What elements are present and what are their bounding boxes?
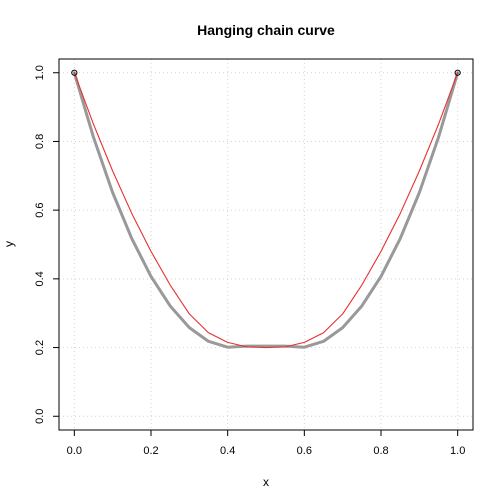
y-tick-label: 0.6 [34,202,46,217]
plot-frame [58,58,474,431]
y-tick-label: 0.2 [34,340,46,355]
y-tick-label: 0.8 [34,134,46,149]
axes-layer: 0.0 0.2 0.4 0.6 0.8 1.0 0.0 0.2 0.4 0.6 0.8 1.0 [34,65,465,457]
y-tick-label: 0.4 [34,271,46,286]
x-tick-label: 0.4 [220,445,235,457]
y-tick-label: 0.0 [34,409,46,424]
endpoint-marker-1 [454,69,461,76]
series-line-0 [72,71,460,349]
x-tick-label: 1.0 [450,445,465,457]
x-tick-label: 0.0 [67,445,82,457]
x-tick-label: 0.2 [143,445,158,457]
y-tick-label: 1.0 [34,65,46,80]
endpoint-marker-0 [71,69,78,76]
series-layer [72,71,460,349]
x-tick-label: 0.6 [297,445,312,457]
grid-layer [59,59,473,430]
x-tick-label: 0.8 [373,445,388,457]
y-axis-label: y [2,241,16,247]
points-layer [71,69,461,76]
series-line-1 [73,72,459,349]
chart-title: Hanging chain curve [197,22,335,38]
x-axis-label: x [263,475,269,489]
